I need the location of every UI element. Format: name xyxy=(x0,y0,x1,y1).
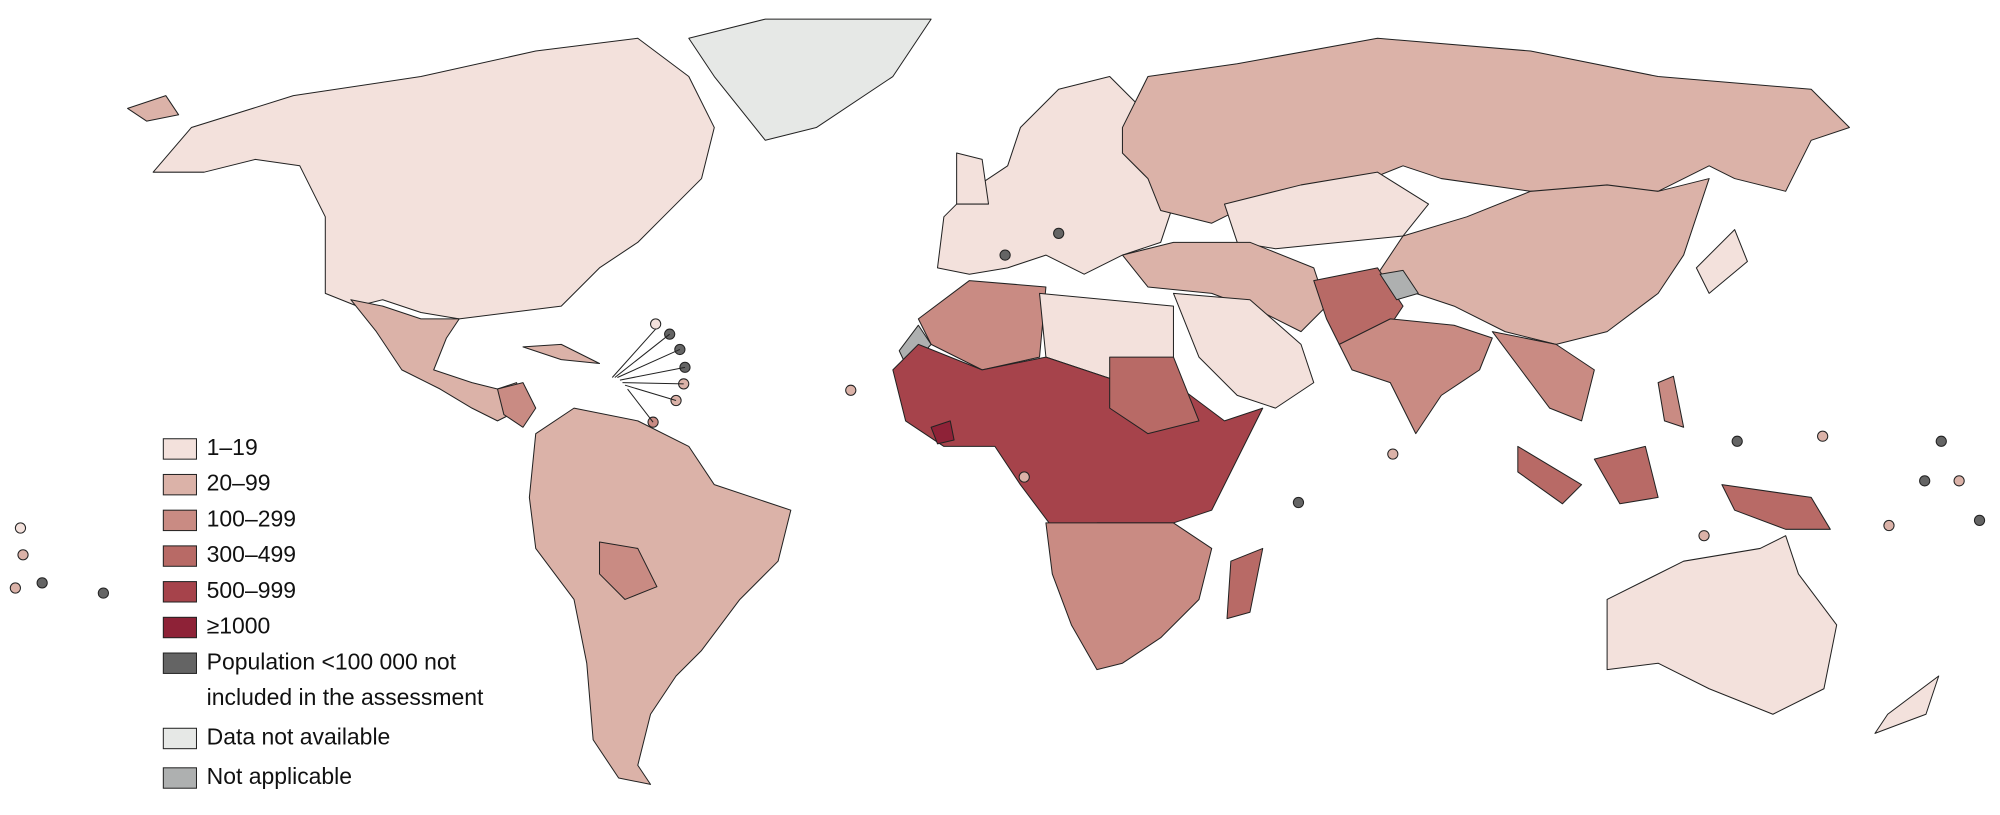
small-state xyxy=(1935,435,1947,447)
legend-swatch xyxy=(162,767,197,789)
uk xyxy=(956,152,990,205)
legend-label: 1–19 xyxy=(207,434,258,460)
kashmir xyxy=(1379,269,1419,301)
small-state xyxy=(1919,475,1931,487)
leader-lines xyxy=(611,328,686,423)
small-state xyxy=(36,577,48,589)
turkey-iran xyxy=(1121,241,1328,333)
south-america xyxy=(528,407,792,785)
legend: 1–19 20–99 100–299 300–499 500–999 ≥1000 Popul… xyxy=(162,434,484,789)
legend-label: included in the assessment xyxy=(207,684,484,710)
small-state xyxy=(1883,519,1895,532)
north-america xyxy=(152,37,715,320)
small-state xyxy=(999,249,1011,261)
greenland xyxy=(688,18,932,141)
alaska-tip xyxy=(127,95,180,122)
legend-swatch xyxy=(162,545,197,567)
legend-label: 20–99 xyxy=(207,470,271,496)
small-state xyxy=(1387,448,1399,460)
legend-label: 300–499 xyxy=(207,541,296,567)
legend-swatch xyxy=(162,509,197,532)
madagascar xyxy=(1226,547,1264,620)
legend-swatch xyxy=(162,652,197,674)
india xyxy=(1338,318,1493,435)
new-guinea xyxy=(1721,484,1831,530)
central-america xyxy=(496,382,537,428)
mexico xyxy=(350,299,524,422)
small-state xyxy=(1953,475,1965,487)
small-state xyxy=(97,587,109,599)
small-state xyxy=(9,582,21,594)
legend-swatch xyxy=(162,727,197,750)
small-state xyxy=(17,549,29,561)
legend-label: Population <100 000 not xyxy=(207,648,457,674)
legend-label: Not applicable xyxy=(207,763,352,789)
legend-label: 100–299 xyxy=(207,505,296,531)
small-state xyxy=(1817,430,1829,442)
small-state xyxy=(1698,530,1710,542)
countries xyxy=(9,18,1986,785)
japan xyxy=(1695,229,1748,294)
legend-label: Data not available xyxy=(207,724,391,750)
australia xyxy=(1606,535,1838,715)
small-state xyxy=(845,384,857,396)
cuba xyxy=(522,343,601,365)
legend-label: 500–999 xyxy=(207,577,296,603)
small-state xyxy=(1292,496,1305,509)
borneo xyxy=(1593,445,1659,505)
southeast-asia xyxy=(1491,331,1595,422)
small-state xyxy=(650,318,662,330)
bolivia xyxy=(599,541,658,600)
small-state xyxy=(679,361,691,373)
small-state xyxy=(1973,514,1986,526)
southern-africa xyxy=(1045,522,1213,671)
philippines xyxy=(1657,375,1685,428)
arabia xyxy=(1172,292,1315,409)
china xyxy=(1377,178,1710,345)
sudan xyxy=(1109,356,1200,435)
russia xyxy=(1121,37,1850,224)
legend-label: ≥1000 xyxy=(207,613,271,639)
small-state xyxy=(1053,227,1065,240)
legend-swatch xyxy=(162,438,197,460)
small-state xyxy=(1018,471,1030,483)
legend-swatch xyxy=(162,581,197,603)
small-state xyxy=(14,522,27,534)
new-zealand xyxy=(1874,675,1940,734)
legend-swatch xyxy=(162,616,197,639)
sumatra xyxy=(1517,445,1583,505)
legend-swatch xyxy=(162,473,197,496)
sierra-leone xyxy=(930,420,955,445)
small-state xyxy=(1731,435,1743,447)
